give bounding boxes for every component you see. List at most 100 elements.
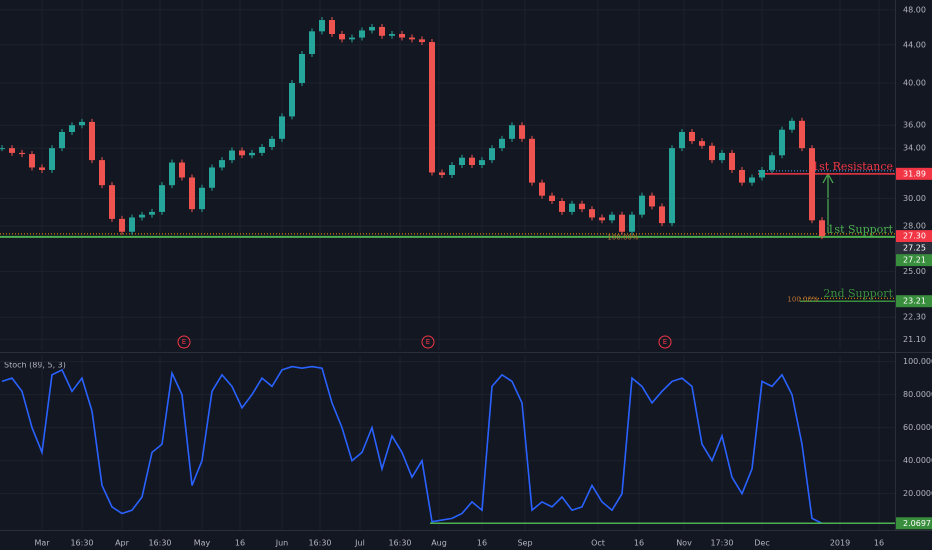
stoch-line	[1, 365, 823, 525]
candle	[819, 220, 825, 237]
candle	[339, 33, 345, 40]
earnings-marker	[658, 335, 672, 349]
candle	[539, 182, 545, 196]
candle	[509, 125, 515, 139]
candle	[589, 209, 595, 218]
candle	[359, 30, 365, 38]
candle	[0, 148, 5, 150]
x-tick-label: 16	[634, 539, 644, 548]
candle	[639, 195, 645, 215]
candle	[789, 120, 795, 130]
candle	[59, 131, 65, 149]
x-tick-label: 16:30	[308, 539, 331, 548]
candle	[249, 152, 255, 156]
earnings-marker	[421, 335, 435, 349]
candle	[549, 195, 555, 202]
candle	[569, 203, 575, 212]
price-badge	[896, 295, 932, 308]
candle	[39, 167, 45, 170]
candle	[79, 121, 85, 126]
candle	[299, 53, 305, 83]
candle	[309, 31, 315, 54]
y-tick-label: 21.10	[903, 335, 926, 344]
x-tick-label: Oct	[591, 539, 605, 548]
x-tick-label: Dec	[754, 539, 769, 548]
candle	[119, 218, 125, 232]
candle	[259, 146, 265, 153]
price-badge-label: 31.89	[903, 169, 926, 178]
candle	[279, 116, 285, 139]
candle	[239, 150, 245, 156]
y-tick-label: 25.00	[903, 267, 926, 276]
x-tick-label: Nov	[676, 539, 692, 548]
candle	[289, 82, 295, 117]
candle	[809, 148, 815, 221]
candle	[709, 145, 715, 161]
candle	[619, 214, 625, 232]
y-tick-label: 34.00	[903, 144, 926, 153]
price-badge-label: 27.21	[903, 256, 926, 265]
candle	[779, 129, 785, 156]
candle	[139, 214, 145, 218]
x-tick-label: Jul	[354, 539, 365, 548]
candle	[629, 214, 635, 232]
x-tick-label: Mar	[34, 539, 50, 548]
candle	[199, 187, 205, 210]
candle	[649, 195, 655, 207]
candle	[149, 211, 155, 215]
candle	[609, 214, 615, 221]
candle	[749, 177, 755, 183]
value-badge-label: 2.0697	[903, 519, 931, 528]
candle	[499, 138, 505, 149]
candle	[669, 148, 675, 224]
x-tick-label: Aug	[431, 539, 447, 548]
candle	[529, 138, 535, 183]
y-tick-label: 80.0000	[903, 390, 932, 399]
y-tick-label: 30.00	[903, 194, 926, 203]
y-tick-label: 60.0000	[903, 423, 932, 432]
x-tick-label: 17:30	[710, 539, 733, 548]
candle	[439, 172, 445, 175]
candle	[729, 152, 735, 170]
candle	[169, 162, 175, 186]
x-tick-label: 16	[874, 539, 884, 548]
candle	[319, 20, 325, 32]
candle	[29, 154, 35, 168]
candle	[739, 169, 745, 183]
x-tick-label: 16:30	[388, 539, 411, 548]
candle	[559, 201, 565, 212]
candle	[489, 148, 495, 161]
earnings-label: E	[182, 338, 186, 346]
level-text: 1st Resistance	[812, 160, 893, 173]
earnings-label: E	[663, 338, 667, 346]
candle	[219, 160, 225, 168]
candle	[719, 152, 725, 161]
candle	[419, 39, 425, 43]
candle	[159, 185, 165, 212]
x-tick-label: 16	[477, 539, 487, 548]
candle	[109, 185, 115, 219]
price-badge	[896, 230, 932, 243]
y-tick-label: 40.00	[903, 78, 926, 87]
candle	[19, 152, 25, 155]
y-tick-label: 100.0000	[903, 357, 932, 366]
candle	[229, 150, 235, 161]
candle	[69, 125, 75, 132]
candle	[519, 125, 525, 139]
candle	[329, 20, 335, 34]
y-tick-label: 22.30	[903, 313, 926, 322]
candle	[89, 121, 95, 161]
y-tick-label: 20.0000	[903, 489, 932, 498]
x-tick-label: Apr	[115, 539, 130, 548]
fib-label: 100.00%	[787, 296, 818, 304]
candle	[659, 206, 665, 224]
value-badge	[896, 517, 932, 530]
candle	[49, 148, 55, 170]
candle	[179, 162, 185, 178]
y-tick-label: 40.0000	[903, 456, 932, 465]
candle	[189, 177, 195, 210]
candle	[599, 217, 605, 221]
price-badge-label: 27.30	[903, 232, 926, 241]
